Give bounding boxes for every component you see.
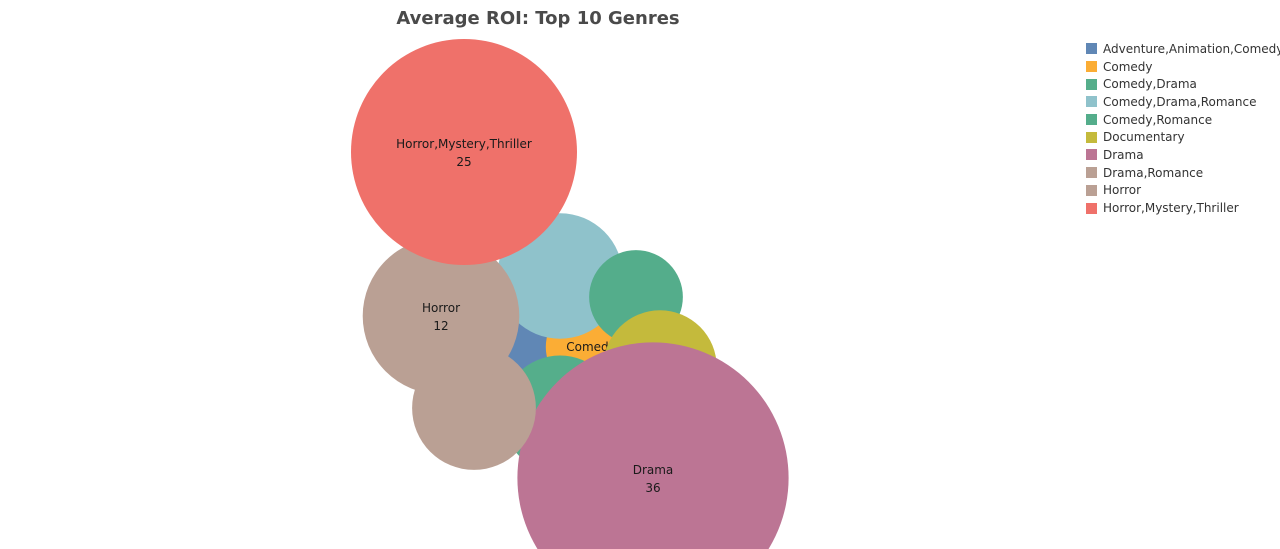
legend-swatch [1086, 149, 1097, 160]
legend-item[interactable]: Adventure,Animation,Comedy [1086, 40, 1280, 58]
bubble-value-horror: 12 [433, 319, 448, 333]
legend-swatch [1086, 79, 1097, 90]
legend-swatch [1086, 132, 1097, 143]
legend-label: Comedy,Drama,Romance [1103, 95, 1256, 109]
legend-item[interactable]: Horror,Mystery,Thriller [1086, 199, 1280, 217]
legend-label: Horror,Mystery,Thriller [1103, 201, 1239, 215]
legend-item[interactable]: Drama [1086, 146, 1280, 164]
legend-label: Adventure,Animation,Comedy [1103, 42, 1280, 56]
legend-swatch [1086, 96, 1097, 107]
legend-swatch [1086, 167, 1097, 178]
legend: Adventure,Animation,Comedy Comedy Comedy,D… [1086, 40, 1280, 217]
legend-label: Drama,Romance [1103, 166, 1203, 180]
legend-label: Documentary [1103, 130, 1185, 144]
legend-item[interactable]: Documentary [1086, 128, 1280, 146]
bubble-value-drama: 36 [645, 481, 660, 495]
bubble-label-horror-mystery-thriller: Horror,Mystery,Thriller [396, 137, 532, 151]
legend-item[interactable]: Comedy [1086, 58, 1280, 76]
legend-label: Drama [1103, 148, 1144, 162]
legend-label: Comedy,Drama [1103, 77, 1197, 91]
bubble-horror-mystery-thriller[interactable] [351, 39, 577, 265]
legend-item[interactable]: Horror [1086, 182, 1280, 200]
legend-swatch [1086, 203, 1097, 214]
legend-swatch [1086, 61, 1097, 72]
legend-swatch [1086, 43, 1097, 54]
legend-item[interactable]: Drama,Romance [1086, 164, 1280, 182]
bubble-label-drama: Drama [633, 463, 674, 477]
legend-item[interactable]: Comedy,Drama [1086, 75, 1280, 93]
legend-label: Comedy [1103, 60, 1153, 74]
legend-label: Comedy,Romance [1103, 113, 1212, 127]
legend-label: Horror [1103, 183, 1141, 197]
bubble-label-horror: Horror [422, 301, 460, 315]
legend-item[interactable]: Comedy,Drama,Romance [1086, 93, 1280, 111]
bubble-value-horror-mystery-thriller: 25 [456, 155, 471, 169]
legend-swatch [1086, 185, 1097, 196]
legend-swatch [1086, 114, 1097, 125]
bubble-chart: ComedyDrama36Horror12Horror,Mystery,Thri… [0, 0, 1076, 549]
legend-item[interactable]: Comedy,Romance [1086, 111, 1280, 129]
